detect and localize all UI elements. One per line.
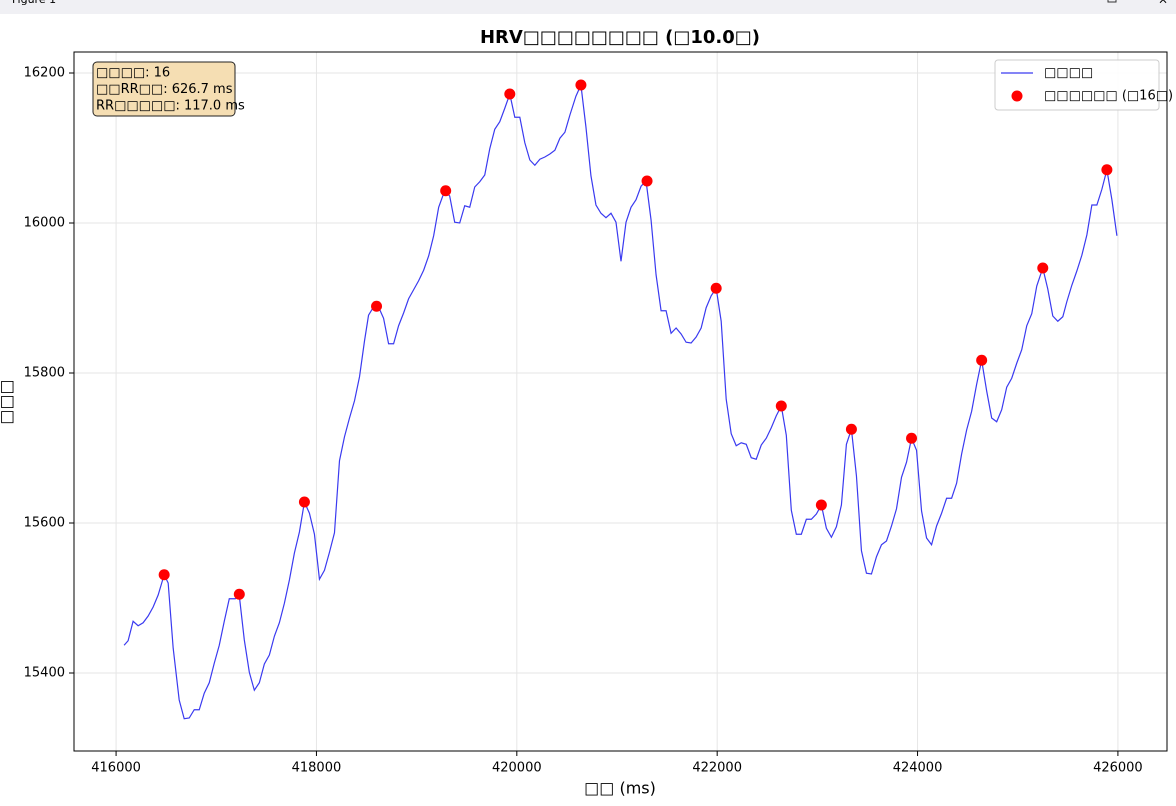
x-tick-label: 424000 xyxy=(893,761,943,776)
peak-marker xyxy=(233,588,245,600)
legend-label: □□□□□□ (□16□) xyxy=(1044,89,1173,104)
peak-marker xyxy=(1037,262,1049,274)
peak-marker xyxy=(158,569,170,581)
info-box: □□□□: 16□□RR□□: 626.7 ms RR□□□□□: 117.0 m… xyxy=(92,61,245,117)
y-tick-label: 15600 xyxy=(24,516,65,531)
info-box-frame xyxy=(92,61,236,117)
x-axis-label: □□ (ms) xyxy=(584,779,656,798)
info-line: RR□□□□□: 117.0 ms xyxy=(96,99,245,114)
y-tick-label: 15400 xyxy=(24,666,65,681)
legend-frame xyxy=(994,59,1160,111)
peak-marker xyxy=(906,432,918,444)
info-line: □□□□: 16 xyxy=(96,66,170,81)
legend-swatch xyxy=(1011,90,1023,102)
legend: □□□□ □□□□□□ (□16□) xyxy=(994,59,1173,111)
peak-marker xyxy=(298,496,310,508)
signal-line xyxy=(123,82,1118,720)
y-tick-label: 15800 xyxy=(24,366,65,381)
plot-frame xyxy=(73,51,1168,752)
x-tick-label: 422000 xyxy=(692,761,742,776)
info-line: □□RR□□: 626.7 ms xyxy=(96,82,233,97)
chart-title: HRV□□□□□□□□ (□10.0□) xyxy=(480,27,760,48)
peak-marker xyxy=(710,282,722,294)
maximize-button[interactable] xyxy=(1107,0,1117,3)
peak-marker xyxy=(504,88,516,100)
x-tick-label: 418000 xyxy=(292,761,342,776)
peak-marker xyxy=(976,354,988,366)
peak-marker xyxy=(575,79,587,91)
y-axis-label: □□□ xyxy=(0,379,16,424)
peak-marker xyxy=(371,300,383,312)
peak-marker xyxy=(775,400,787,412)
window-title: Figure 1 xyxy=(12,0,56,6)
y-tick-label: 16000 xyxy=(24,216,65,231)
peak-marker xyxy=(845,423,857,435)
window-bar xyxy=(0,0,1176,14)
peak-marker xyxy=(815,499,827,511)
x-tick-label: 420000 xyxy=(492,761,542,776)
x-tick-label: 426000 xyxy=(1093,761,1143,776)
close-button[interactable]: × xyxy=(1158,0,1168,7)
peak-marker xyxy=(641,175,653,187)
peak-marker xyxy=(1101,164,1113,176)
x-tick-label: 416000 xyxy=(91,761,141,776)
y-tick-label: 16200 xyxy=(24,66,65,81)
legend-label: □□□□ xyxy=(1044,66,1093,81)
peak-marker xyxy=(440,185,452,197)
